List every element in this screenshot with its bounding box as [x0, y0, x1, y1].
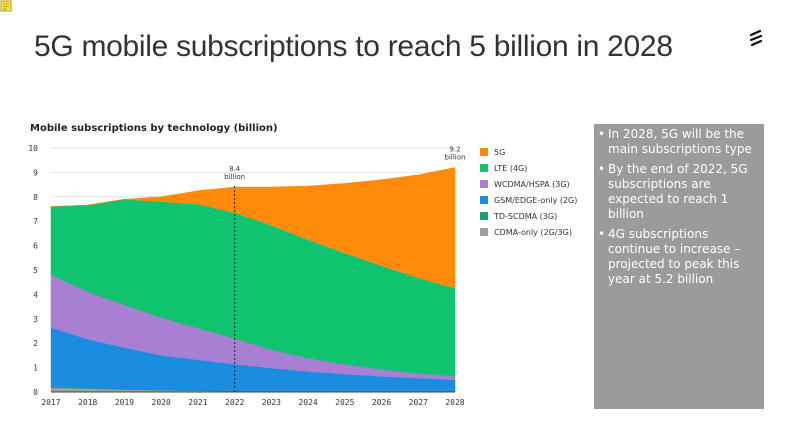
annotation-value: 8.4 [229, 165, 241, 173]
annotation-value: 9.2 [449, 146, 460, 154]
series-area-5g [50, 167, 456, 289]
legend-swatch [480, 228, 488, 236]
y-tick-label: 0 [33, 388, 38, 397]
x-tick-label: 2020 [152, 398, 171, 407]
x-tick-label: 2025 [335, 398, 354, 407]
legend-swatch [480, 180, 488, 188]
y-tick-label: 8 [33, 193, 38, 202]
bullet-item: • 4G subscriptions continue to increase … [598, 227, 756, 287]
y-tick-label: 10 [28, 144, 38, 153]
note-icon[interactable] [0, 0, 12, 12]
bullet-symbol: • [598, 162, 606, 176]
x-tick-label: 2019 [115, 398, 134, 407]
legend-swatch [480, 212, 488, 220]
y-tick-label: 7 [33, 217, 38, 226]
legend-swatch [480, 148, 488, 156]
x-tick-label: 2024 [298, 398, 317, 407]
x-tick-label: 2026 [372, 398, 391, 407]
x-tick-label: 2028 [445, 398, 464, 407]
legend-item: TD-SCDMA (3G) [480, 208, 577, 224]
chart-legend: 5G LTE (4G) WCDMA/HSPA (3G) GSM/EDGE-only (… [480, 144, 577, 240]
y-tick-label: 1 [33, 364, 38, 373]
legend-label: WCDMA/HSPA (3G) [494, 179, 570, 189]
chart-title: Mobile subscriptions by technology (bill… [30, 123, 278, 134]
area-chart: 0 1 2 3 4 5 6 7 8 9 10 2017 2018 2019 2020 2021 2022 2023… [28, 144, 466, 407]
x-tick-label: 2027 [409, 398, 428, 407]
legend-item: LTE (4G) [480, 160, 577, 176]
y-tick-label: 9 [33, 168, 38, 177]
legend-item: CDMA-only (2G/3G) [480, 224, 577, 240]
y-tick-label: 2 [33, 339, 38, 348]
bullet-symbol: • [598, 127, 606, 141]
x-tick-label: 2017 [41, 398, 60, 407]
y-tick-label: 3 [33, 315, 38, 324]
slide-title: 5G mobile subscriptions to reach 5 billi… [34, 30, 673, 63]
annotation-unit: billion [445, 154, 466, 162]
x-tick-label: 2021 [188, 398, 207, 407]
key-points-panel: • In 2028, 5G will be the main subscript… [594, 124, 764, 409]
legend-item: 5G [480, 144, 577, 160]
legend-label: GSM/EDGE-only (2G) [494, 195, 578, 205]
x-tick-label: 2022 [225, 398, 244, 407]
legend-swatch [480, 164, 488, 172]
x-tick-label: 2018 [78, 398, 97, 407]
legend-label: 5G [494, 147, 506, 157]
legend-label: LTE (4G) [494, 163, 528, 173]
bullet-text: By the end of 2022, 5G subscriptions are… [608, 162, 748, 221]
y-tick-label: 4 [33, 290, 38, 299]
bullet-item: • By the end of 2022, 5G subscriptions a… [598, 162, 756, 222]
legend-swatch [480, 196, 488, 204]
legend-label: TD-SCDMA (3G) [494, 211, 558, 221]
legend-label: CDMA-only (2G/3G) [494, 227, 572, 237]
bullet-item: • In 2028, 5G will be the main subscript… [598, 127, 756, 157]
bullet-symbol: • [598, 227, 606, 241]
y-tick-label: 5 [33, 266, 38, 275]
legend-item: GSM/EDGE-only (2G) [480, 192, 577, 208]
legend-item: WCDMA/HSPA (3G) [480, 176, 577, 192]
bullet-text: 4G subscriptions continue to increase – … [608, 227, 741, 286]
bullet-text: In 2028, 5G will be the main subscriptio… [608, 127, 752, 156]
ericsson-logo-icon [749, 29, 763, 47]
y-tick-label: 6 [33, 242, 38, 251]
x-tick-label: 2023 [262, 398, 281, 407]
annotation-unit: billion [224, 173, 245, 181]
